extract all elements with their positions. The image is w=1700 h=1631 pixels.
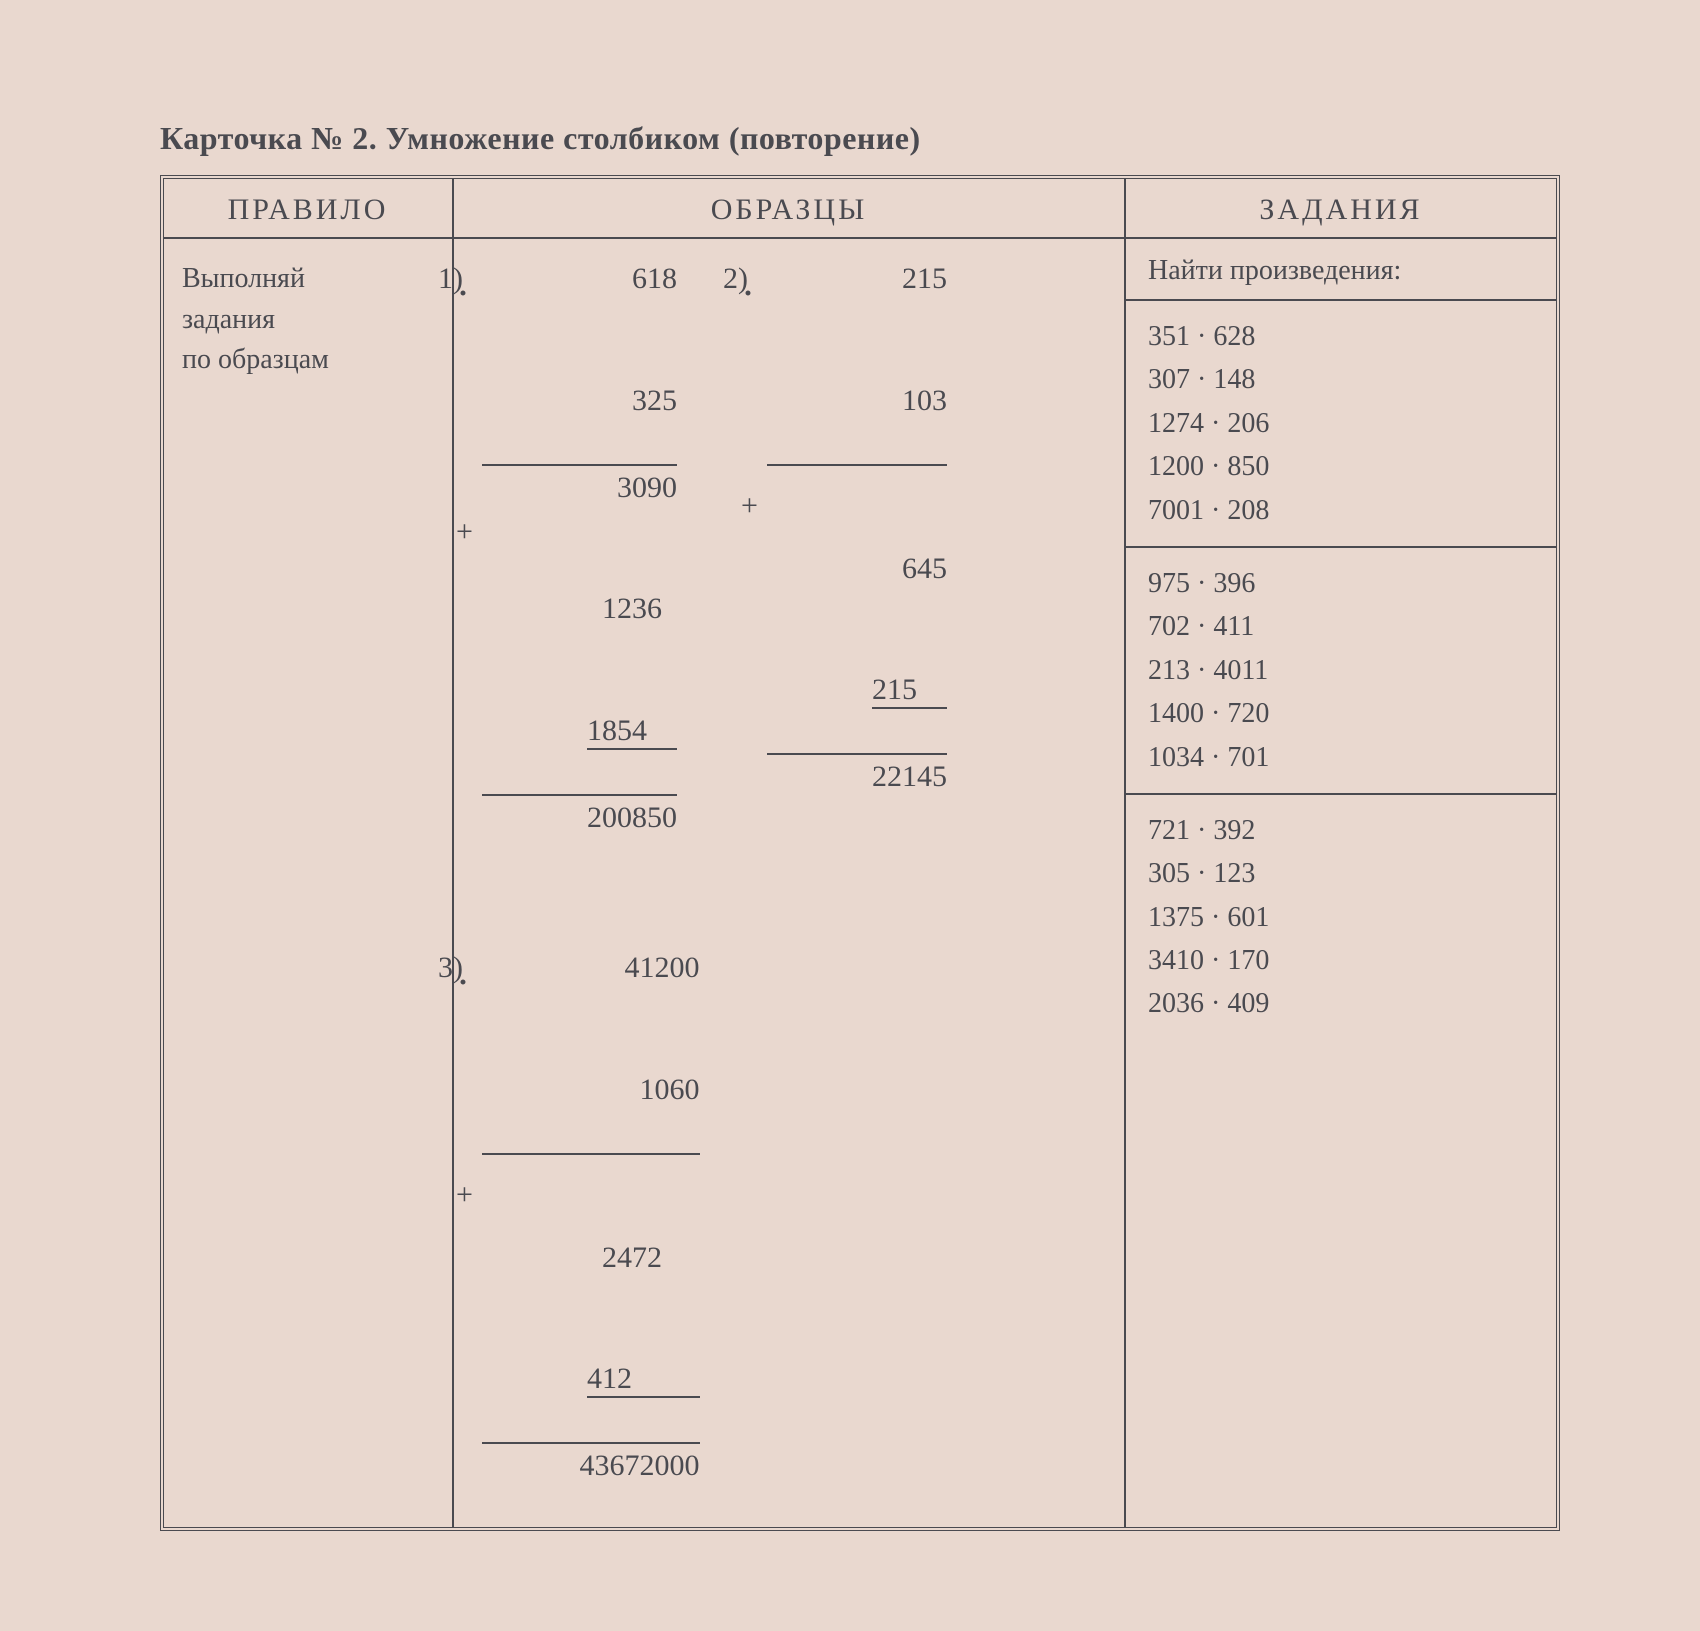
partial-product: 1236 (602, 592, 677, 625)
samples-cell: 1) 618 · 325 3090 + 1236 1 (454, 239, 1126, 1527)
task-item: 2036 · 409 (1148, 982, 1538, 1025)
header-tasks: ЗАДАНИЯ (1126, 179, 1556, 239)
rule-line-divider (767, 753, 947, 755)
rule-line: задания (182, 300, 442, 341)
worksheet-card: ПРАВИЛО ОБРАЗЦЫ ЗАДАНИЯ Выполняй задания… (160, 175, 1560, 1531)
tasks-cell: Найти произведения: 351 · 628 307 · 148 … (1126, 239, 1556, 1527)
table-header-row: ПРАВИЛО ОБРАЗЦЫ ЗАДАНИЯ (164, 179, 1556, 239)
header-rule: ПРАВИЛО (164, 179, 454, 239)
rule-line: по образцам (182, 340, 442, 381)
sample-2: 2) 215 · 103 + 645 215 (767, 259, 947, 838)
rule-line-divider (482, 794, 677, 796)
product-result: 22145 (767, 757, 947, 798)
product-result: 200850 (482, 798, 677, 839)
multiplier: 325 (632, 384, 677, 417)
tasks-subheader: Найти произведения: (1126, 239, 1556, 301)
sample-3: 3) 41200 · 1060 + 2472 412 (482, 948, 700, 1487)
task-item: 351 · 628 (1148, 315, 1538, 358)
multiplicand: 618 (482, 259, 677, 300)
partial-product: 3090 (482, 468, 677, 509)
task-group-2: 975 · 396 702 · 411 213 · 4011 1400 · 72… (1126, 548, 1556, 795)
partial-product: 1854 (482, 670, 677, 792)
partial-product: 2472 (602, 1241, 700, 1274)
task-item: 213 · 4011 (1148, 649, 1538, 692)
multiplicand: 41200 (482, 948, 700, 989)
partial-product: 412 (482, 1319, 700, 1441)
task-group-1: 351 · 628 307 · 148 1274 · 206 1200 · 85… (1126, 301, 1556, 548)
table-body-row: Выполняй задания по образцам 1) 618 · 32… (164, 239, 1556, 1527)
partial-product: 215 (767, 630, 947, 752)
plus-icon: + (741, 486, 758, 527)
task-item: 1375 · 601 (1148, 896, 1538, 939)
task-item: 7001 · 208 (1148, 489, 1538, 532)
task-item: 1200 · 850 (1148, 445, 1538, 488)
product-result: 43672000 (482, 1446, 700, 1487)
task-item: 721 · 392 (1148, 809, 1538, 852)
rule-line-divider (482, 464, 677, 466)
multiplier: 103 (902, 384, 947, 417)
worksheet-title: Карточка № 2. Умножение столбиком (повто… (160, 120, 1560, 157)
task-item: 1274 · 206 (1148, 402, 1538, 445)
samples-top-row: 1) 618 · 325 3090 + 1236 1 (482, 259, 1096, 838)
task-item: 305 · 123 (1148, 852, 1538, 895)
rule-line-divider (482, 1153, 700, 1155)
multiplier: 1060 (640, 1073, 700, 1106)
task-group-3: 721 · 392 305 · 123 1375 · 601 3410 · 17… (1126, 795, 1556, 1040)
task-item: 702 · 411 (1148, 605, 1538, 648)
task-item: 975 · 396 (1148, 562, 1538, 605)
sample-1: 1) 618 · 325 3090 + 1236 1 (482, 259, 677, 838)
multiplicand: 215 (767, 259, 947, 300)
header-samples: ОБРАЗЦЫ (454, 179, 1126, 239)
plus-icon: + (456, 1175, 473, 1216)
task-item: 1400 · 720 (1148, 692, 1538, 735)
worksheet-page: Карточка № 2. Умножение столбиком (повто… (0, 0, 1700, 1631)
samples-bottom-row: 3) 41200 · 1060 + 2472 412 (482, 948, 1096, 1487)
partial-product: 645 (902, 552, 947, 585)
task-item: 307 · 148 (1148, 358, 1538, 401)
rule-line: Выполняй (182, 259, 442, 300)
plus-icon: + (456, 512, 473, 553)
rule-line-divider (767, 464, 947, 466)
rule-cell: Выполняй задания по образцам (164, 239, 454, 1527)
rule-line-divider (482, 1442, 700, 1444)
task-item: 1034 · 701 (1148, 736, 1538, 779)
task-item: 3410 · 170 (1148, 939, 1538, 982)
